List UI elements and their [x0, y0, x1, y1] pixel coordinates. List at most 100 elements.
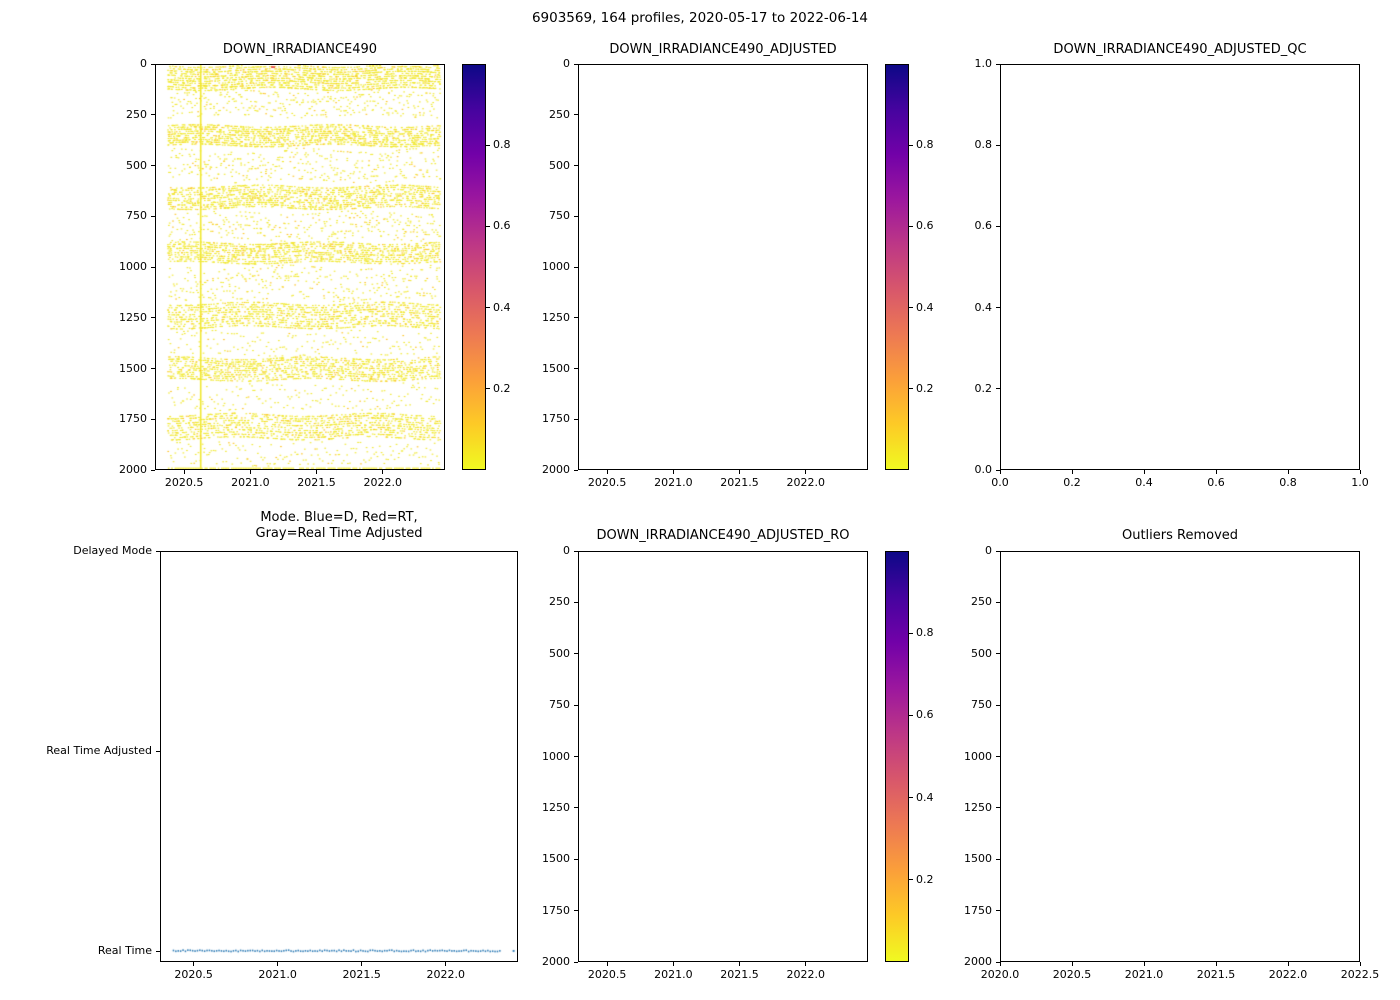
- y-tickmark: [151, 114, 155, 116]
- x-tickmark: [1215, 470, 1217, 474]
- x-tick-label: 2020.5: [587, 476, 627, 489]
- y-tickmark: [151, 317, 155, 319]
- x-tickmark: [672, 962, 674, 966]
- y-tickmark: [996, 307, 1000, 309]
- y-tick-label: 1750: [964, 903, 992, 917]
- axes-title-mode-line2: Gray=Real Time Adjusted: [255, 526, 423, 541]
- colorbar-tickmark: [909, 632, 913, 634]
- y-tick-label: 0.2: [974, 381, 993, 395]
- x-tickmark: [672, 470, 674, 474]
- colorbar-tick-label: 0.8: [493, 138, 511, 152]
- y-tickmark: [151, 368, 155, 369]
- x-tickmark: [1359, 470, 1361, 474]
- plot-area-adjusted-qc: [1000, 64, 1360, 470]
- x-tick-label: 0.6: [1207, 476, 1225, 489]
- y-category-label: Real Time Adjusted: [46, 744, 152, 757]
- y-tickmark: [574, 704, 578, 706]
- y-tickmark: [996, 388, 1000, 390]
- y-tick-label: 250: [549, 107, 570, 121]
- x-tickmark: [1143, 962, 1145, 966]
- x-tick-label: 2020.5: [164, 476, 204, 489]
- colorbar-tick-label: 0.8: [916, 626, 934, 640]
- x-tickmark: [739, 470, 741, 474]
- y-tick-label: 1250: [119, 310, 147, 324]
- y-tickmark: [574, 653, 578, 655]
- y-tickmark: [151, 469, 155, 471]
- y-tick-label: 1000: [964, 749, 992, 763]
- x-tick-label: 2022.5: [1340, 968, 1380, 981]
- colorbar-tickmark: [486, 144, 490, 146]
- colorbar: [885, 64, 909, 470]
- x-tick-label: 2020.0: [980, 968, 1020, 981]
- x-tick-label: 0.2: [1063, 476, 1081, 489]
- colorbar-tickmark: [486, 388, 490, 390]
- scatter-down-irradiance490: [156, 65, 444, 469]
- y-tickmark: [574, 165, 578, 166]
- y-tickmark: [996, 704, 1000, 706]
- y-tickmark: [574, 368, 578, 369]
- x-tick-label: 2022.0: [786, 476, 826, 489]
- y-tick-label: 1.0: [974, 57, 993, 70]
- colorbar-tickmark: [909, 388, 913, 390]
- x-tickmark: [606, 962, 608, 966]
- colorbar-tickmark: [909, 714, 913, 716]
- colorbar-tickmark: [486, 225, 490, 227]
- y-tickmark: [151, 215, 155, 217]
- axes-title-adjusted-ro: DOWN_IRRADIANCE490_ADJUSTED_RO: [596, 528, 850, 543]
- y-category-label: Delayed Mode: [73, 544, 152, 557]
- x-tickmark: [999, 470, 1001, 474]
- y-tick-label: 1750: [542, 412, 570, 426]
- y-tick-label: 750: [549, 209, 570, 223]
- x-tick-label: 2021.0: [231, 476, 270, 489]
- y-tick-label: 250: [971, 595, 992, 609]
- colorbar-tick-label: 0.2: [493, 381, 511, 395]
- y-tick-label: 1000: [542, 749, 570, 763]
- colorbar-tick-label: 0.6: [916, 708, 934, 722]
- y-tickmark: [574, 317, 578, 319]
- y-tick-label: 1000: [119, 260, 147, 273]
- y-tick-label: 1000: [542, 260, 570, 273]
- mode-series: [161, 552, 517, 961]
- x-tick-label: 2021.0: [654, 968, 693, 981]
- x-tick-label: 1.0: [1351, 476, 1369, 489]
- x-tickmark: [1215, 962, 1217, 966]
- x-tickmark: [805, 470, 807, 474]
- colorbar-tickmark: [909, 307, 913, 309]
- x-tickmark: [805, 962, 807, 966]
- y-tick-label: 0.8: [974, 138, 993, 152]
- y-tick-label: 250: [549, 595, 570, 609]
- colorbar: [462, 64, 486, 470]
- y-tickmark: [996, 225, 1000, 227]
- colorbar-tick-label: 0.4: [493, 300, 511, 314]
- colorbar-tickmark: [909, 797, 913, 799]
- y-tickmark: [156, 950, 160, 952]
- x-tick-label: 0.0: [991, 476, 1009, 489]
- x-tickmark: [249, 470, 251, 474]
- plot-area-down-irradiance490: [155, 64, 445, 470]
- y-tickmark: [996, 858, 1000, 860]
- x-tick-label: 2022.0: [1268, 968, 1308, 981]
- y-tickmark: [574, 63, 578, 65]
- x-tick-label: 2021.5: [720, 968, 759, 981]
- axes-title-down-irradiance490: DOWN_IRRADIANCE490: [222, 42, 378, 57]
- y-tickmark: [156, 750, 160, 752]
- y-tickmark: [996, 144, 1000, 146]
- y-tickmark: [574, 418, 578, 420]
- axes-title-adjusted: DOWN_IRRADIANCE490_ADJUSTED: [609, 42, 837, 57]
- y-tick-label: 750: [971, 698, 992, 712]
- x-tick-label: 2021.0: [654, 476, 693, 489]
- y-tickmark: [156, 550, 160, 552]
- x-tick-label: 2021.5: [1196, 968, 1236, 981]
- colorbar: [885, 551, 909, 962]
- x-tickmark: [183, 470, 185, 474]
- y-tick-label: 1750: [542, 903, 570, 917]
- axes-title-adjusted-qc: DOWN_IRRADIANCE490_ADJUSTED_QC: [1053, 42, 1307, 57]
- x-tick-label: 2021.5: [297, 476, 336, 489]
- y-tickmark: [574, 756, 578, 757]
- y-category-label: Real Time: [97, 944, 152, 957]
- colorbar-tick-label: 0.2: [916, 872, 934, 886]
- axes-title-mode: Mode. Blue=D, Red=RT, Gray=Real Time Adj…: [256, 510, 423, 542]
- y-tick-label: 2000: [542, 463, 570, 476]
- x-tick-label: 2020.5: [1052, 968, 1092, 981]
- y-tickmark: [574, 550, 578, 552]
